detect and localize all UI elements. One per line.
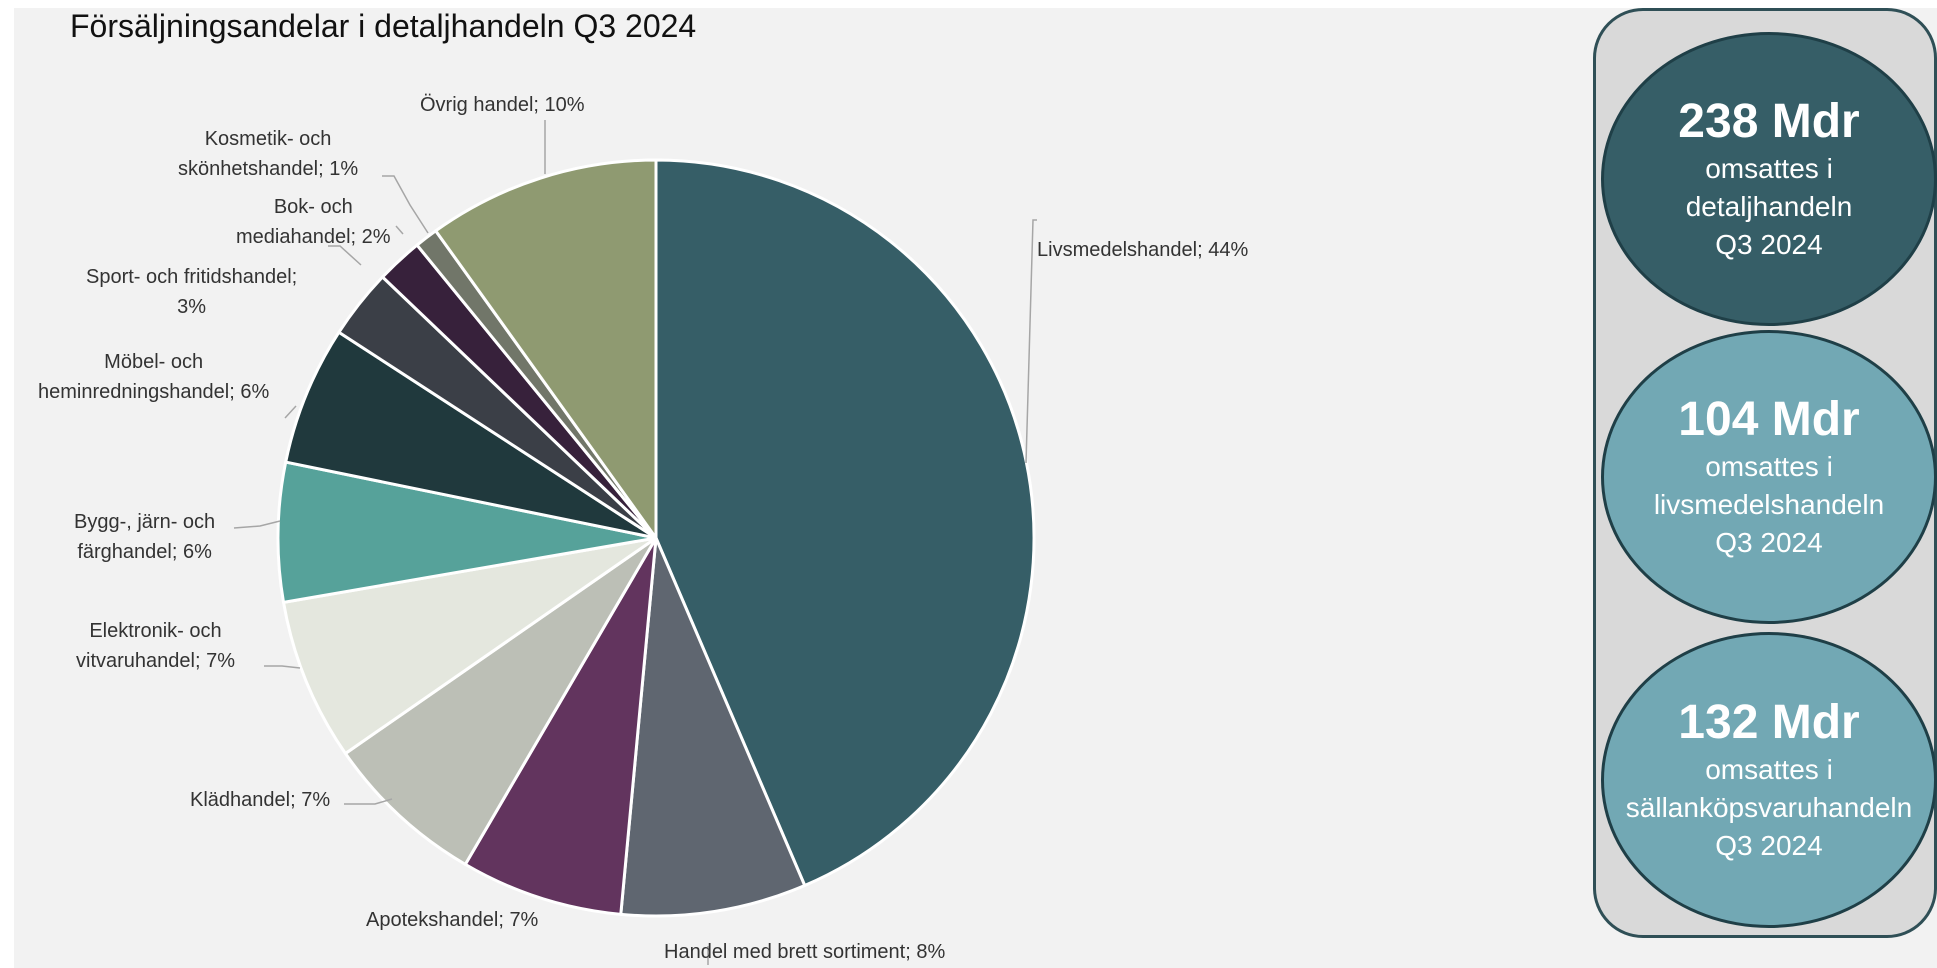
leader-line-livsmedel — [1025, 219, 1037, 464]
leader-line-bok — [395, 225, 404, 235]
leader-line-bygg — [233, 520, 281, 529]
slice-label-ovrig: Övrig handel; 10% — [420, 94, 585, 116]
leader-line-mobel — [284, 405, 297, 419]
slice-label-sport: Sport- och fritidshandel; 3% — [86, 266, 298, 318]
kpi-text: sällanköpsvaruhandeln — [1625, 792, 1913, 823]
kpi-text: livsmedelshandeln — [1653, 489, 1885, 520]
slice-label-livsmedel: Livsmedelshandel; 44% — [1037, 239, 1249, 261]
pie-slice — [343, 536, 658, 866]
pie-slice — [619, 536, 807, 918]
slice-label-bygg: Bygg-, järn- och färghandel; 6% — [74, 511, 216, 563]
slice-label-kosmetik: Kosmetik- och skönhetshandel; 1% — [178, 128, 359, 180]
kpi-circle-total: 238 Mdr omsattes i detaljhandeln Q3 2024 — [1601, 32, 1937, 326]
kpi-text: Q3 2024 — [1715, 229, 1823, 260]
kpi-text: omsattes i — [1705, 754, 1833, 785]
kpi-text: omsattes i — [1705, 153, 1833, 184]
slice-label-brett: Handel med brett sortiment; 8% — [664, 941, 946, 963]
leader-line-klad — [344, 798, 393, 805]
leader-line-sport — [328, 245, 362, 266]
pie-slice — [284, 330, 658, 540]
pie-slice — [434, 158, 658, 540]
kpi-text: Q3 2024 — [1715, 830, 1823, 861]
kpi-text: detaljhandeln — [1685, 191, 1853, 222]
kpi-value: 132 Mdr — [1678, 696, 1860, 749]
leader-line-kosmetik — [382, 175, 429, 234]
kpi-value: 238 Mdr — [1678, 95, 1860, 148]
slice-label-klad: Klädhandel; 7% — [190, 789, 331, 811]
pie-slice — [282, 536, 658, 755]
kpi-text: Q3 2024 — [1715, 527, 1823, 558]
kpi-circle-livsmedel: 104 Mdr omsattes i livsmedelshandeln Q3 … — [1601, 330, 1937, 624]
slice-label-elektronik: Elektronik- och vitvaruhandel; 7% — [76, 620, 235, 672]
slice-label-mobel: Möbel- och heminredningshandel; 6% — [38, 351, 270, 403]
kpi-text: omsattes i — [1705, 451, 1833, 482]
slice-label-apotek: Apotekshandel; 7% — [366, 909, 539, 931]
leader-line-elektronik — [264, 665, 301, 669]
slice-label-bok: Bok- och mediahandel; 2% — [236, 196, 391, 248]
pie-slice — [276, 460, 658, 604]
kpi-value: 104 Mdr — [1678, 393, 1860, 446]
kpi-circle-sallankop: 132 Mdr omsattes i sällanköpsvaruhandeln… — [1601, 632, 1937, 928]
pie-slice — [463, 536, 658, 916]
pie-chart — [233, 120, 1037, 965]
chart-title: Försäljningsandelar i detaljhandeln Q3 2… — [70, 8, 697, 44]
